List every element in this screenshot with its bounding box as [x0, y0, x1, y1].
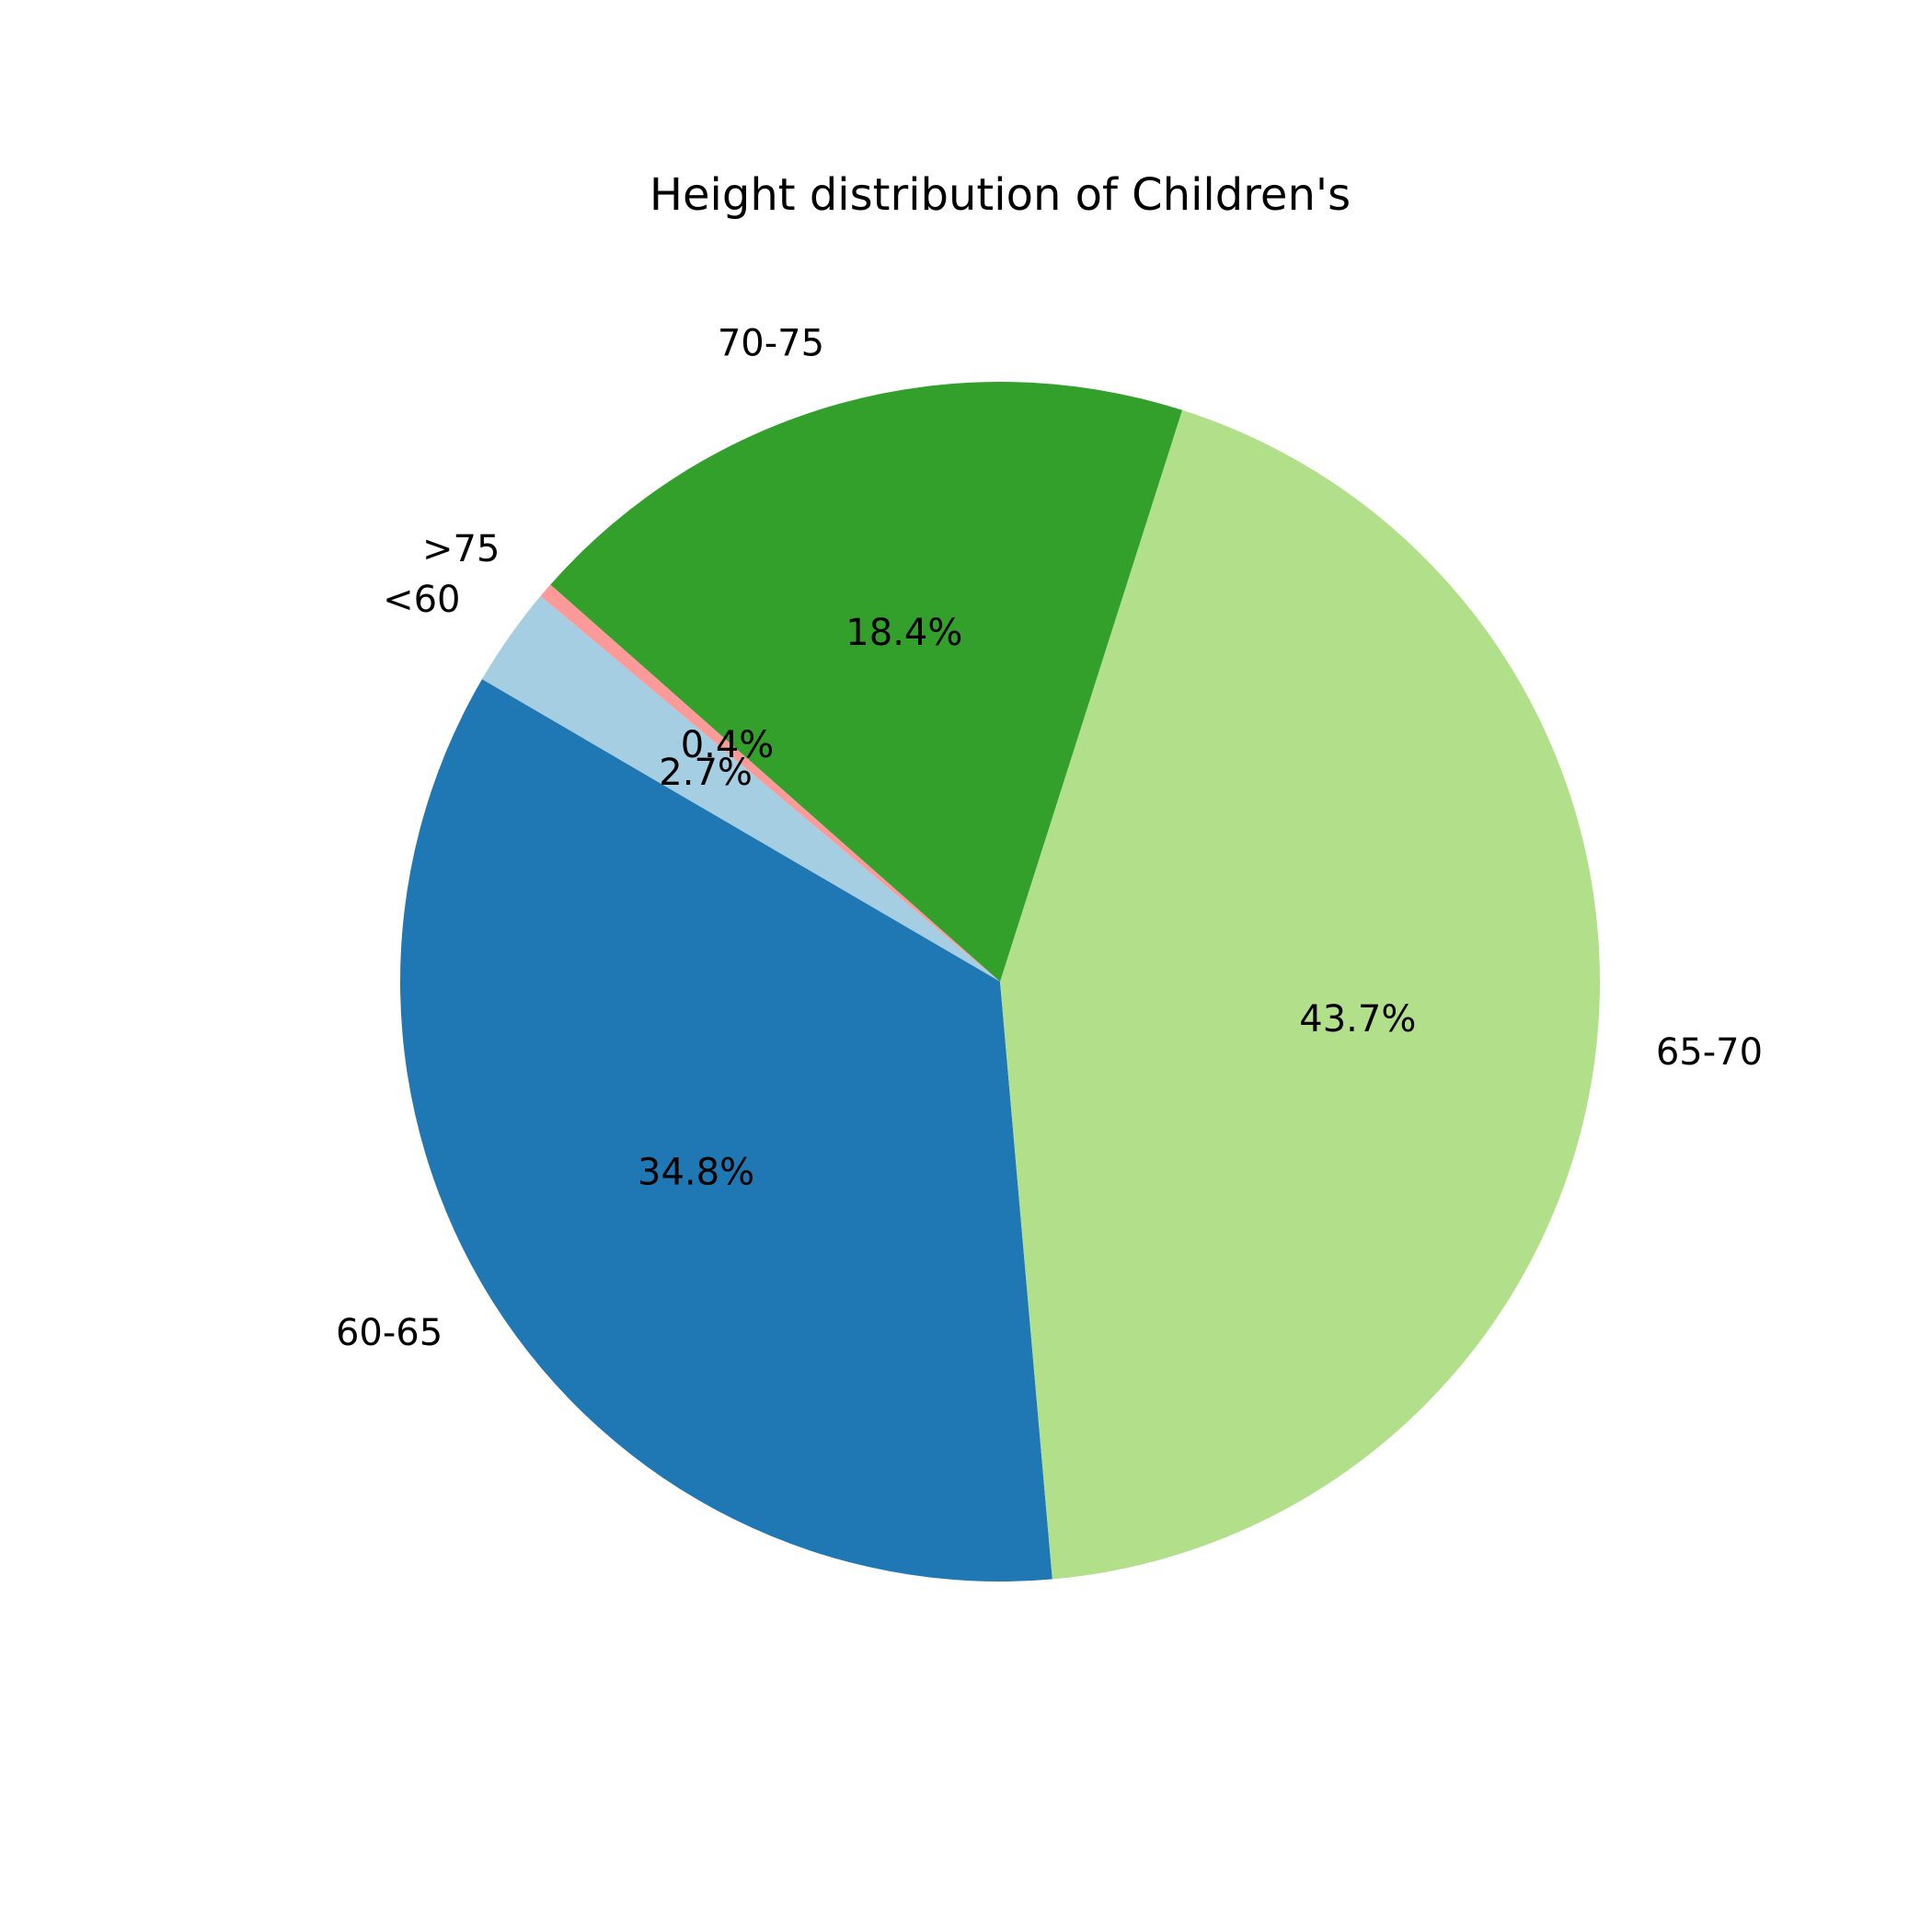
slice-label: 70-75 — [718, 323, 824, 365]
pie-labels: <60 2.7% 60-65 34.8% 65-70 43.7% 70-75 18.4% >75… — [336, 323, 1763, 1354]
pie-slices — [400, 382, 1600, 1581]
pie-slice — [400, 679, 1052, 1581]
pie-slice — [540, 584, 1000, 982]
slice-label: 65-70 — [1656, 1031, 1763, 1074]
slice-percent-label: 2.7% — [659, 752, 753, 794]
pie-slice — [550, 382, 1183, 982]
slice-percent-label: 0.4% — [681, 724, 775, 766]
pie-slice — [481, 595, 1000, 982]
slice-label: <60 — [383, 579, 460, 621]
chart-title: Height distribution of Children's — [650, 169, 1351, 221]
pie-slice — [1000, 409, 1600, 1580]
slice-label: >75 — [422, 528, 500, 570]
slice-percent-label: 43.7% — [1299, 998, 1416, 1041]
slice-label: 60-65 — [336, 1312, 443, 1354]
slice-percent-label: 34.8% — [638, 1151, 754, 1193]
slice-percent-label: 18.4% — [845, 612, 962, 654]
